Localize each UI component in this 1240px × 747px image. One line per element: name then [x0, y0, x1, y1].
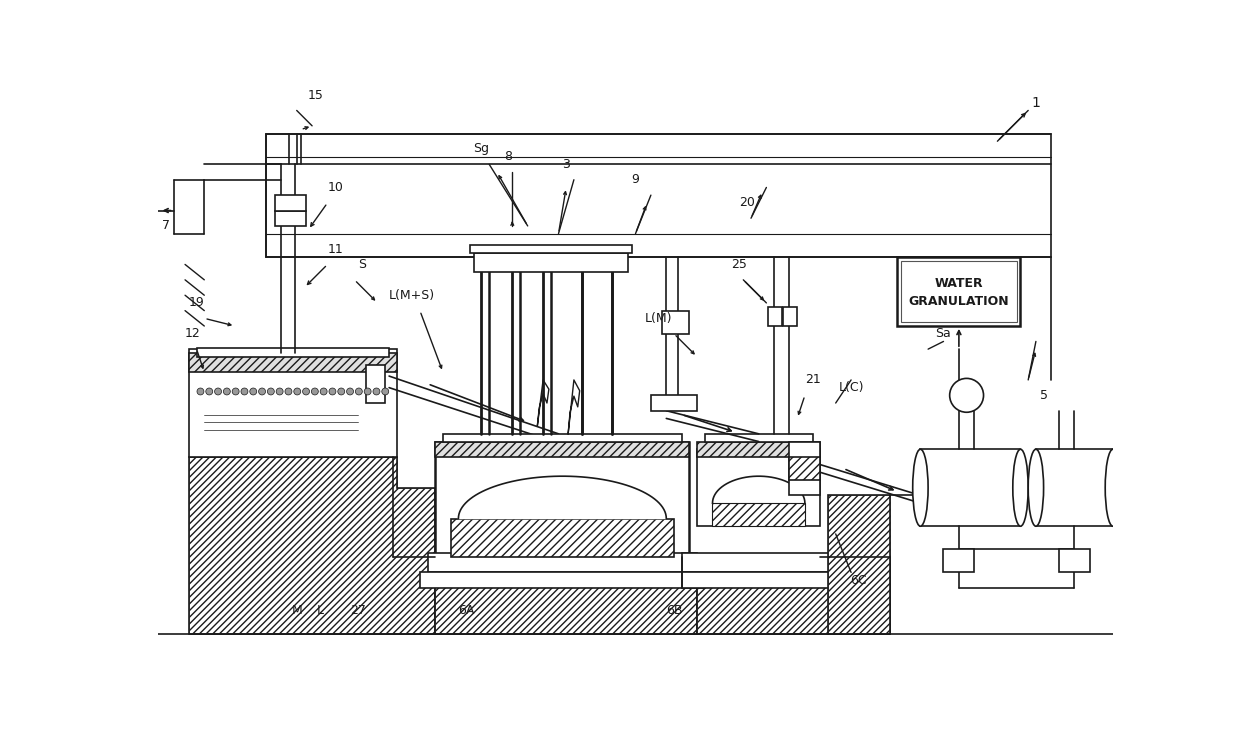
Text: L: L	[316, 604, 324, 618]
Circle shape	[365, 388, 371, 395]
Bar	[920, 449, 1021, 526]
Circle shape	[347, 388, 353, 395]
Text: Sg: Sg	[474, 143, 490, 155]
Text: 21: 21	[805, 374, 821, 386]
Bar	[435, 441, 689, 457]
Circle shape	[950, 379, 983, 412]
Polygon shape	[435, 557, 697, 634]
Text: 1: 1	[1032, 96, 1040, 110]
Text: 9: 9	[631, 173, 640, 186]
Bar	[435, 441, 689, 557]
Circle shape	[277, 388, 283, 395]
Bar	[682, 572, 836, 588]
Polygon shape	[459, 476, 666, 518]
Ellipse shape	[1028, 449, 1044, 526]
Bar	[944, 549, 975, 572]
Ellipse shape	[1013, 449, 1028, 526]
Bar	[1035, 449, 1112, 526]
Text: 8: 8	[505, 150, 512, 163]
Bar	[828, 495, 889, 634]
Bar	[682, 554, 836, 572]
Text: 27: 27	[351, 604, 366, 618]
Text: Sa: Sa	[936, 327, 951, 340]
Text: 3: 3	[562, 158, 570, 171]
Circle shape	[320, 388, 327, 395]
Bar	[1059, 549, 1090, 572]
Bar	[898, 257, 1021, 326]
Bar	[470, 245, 631, 253]
Text: 5: 5	[1039, 389, 1048, 402]
Circle shape	[206, 388, 213, 395]
Text: L(M+S): L(M+S)	[389, 289, 435, 302]
Ellipse shape	[913, 449, 928, 526]
Bar	[428, 554, 697, 572]
Bar	[420, 572, 704, 588]
Text: 6C: 6C	[851, 574, 867, 586]
Circle shape	[215, 388, 222, 395]
Circle shape	[223, 388, 231, 395]
Bar	[697, 449, 821, 526]
Polygon shape	[713, 476, 805, 503]
Text: 7: 7	[161, 220, 170, 232]
Bar	[662, 311, 689, 334]
Text: 6B: 6B	[666, 604, 682, 618]
Bar	[197, 347, 389, 357]
Text: 19: 19	[188, 297, 205, 309]
Bar	[450, 518, 675, 557]
Circle shape	[356, 388, 362, 395]
Circle shape	[285, 388, 291, 395]
Bar	[790, 457, 821, 480]
Bar	[790, 441, 821, 495]
Text: WATER: WATER	[935, 276, 983, 290]
Text: 15: 15	[308, 89, 324, 102]
Bar	[768, 307, 781, 326]
Circle shape	[259, 388, 265, 395]
Text: S: S	[358, 258, 366, 271]
Circle shape	[232, 388, 239, 395]
Bar	[901, 261, 1017, 322]
Text: 25: 25	[732, 258, 748, 271]
Bar	[275, 211, 306, 226]
Bar	[188, 349, 397, 457]
Ellipse shape	[1105, 449, 1121, 526]
Circle shape	[268, 388, 274, 395]
Circle shape	[329, 388, 336, 395]
Bar	[366, 365, 386, 403]
Circle shape	[241, 388, 248, 395]
Text: GRANULATION: GRANULATION	[909, 295, 1009, 309]
Circle shape	[382, 388, 388, 395]
Text: 12: 12	[185, 327, 201, 340]
Text: L(C): L(C)	[838, 381, 864, 394]
Bar	[188, 353, 397, 372]
Bar	[474, 253, 627, 272]
Bar	[443, 434, 682, 441]
Circle shape	[337, 388, 345, 395]
Text: 20: 20	[739, 196, 755, 209]
Bar	[651, 395, 697, 411]
Bar	[265, 134, 1052, 257]
Circle shape	[311, 388, 319, 395]
Polygon shape	[188, 457, 435, 634]
Bar	[828, 495, 889, 634]
Bar	[275, 195, 306, 211]
Circle shape	[249, 388, 257, 395]
Bar	[704, 434, 812, 441]
Circle shape	[303, 388, 310, 395]
Bar	[713, 503, 805, 526]
Text: 11: 11	[327, 243, 343, 255]
Bar	[784, 307, 797, 326]
Circle shape	[197, 388, 203, 395]
Text: 6A: 6A	[458, 604, 474, 618]
Bar	[697, 441, 821, 457]
Circle shape	[373, 388, 379, 395]
Polygon shape	[697, 557, 889, 634]
Circle shape	[294, 388, 301, 395]
Text: L(M): L(M)	[645, 311, 672, 325]
Text: 10: 10	[327, 181, 343, 194]
Text: M: M	[291, 604, 303, 618]
